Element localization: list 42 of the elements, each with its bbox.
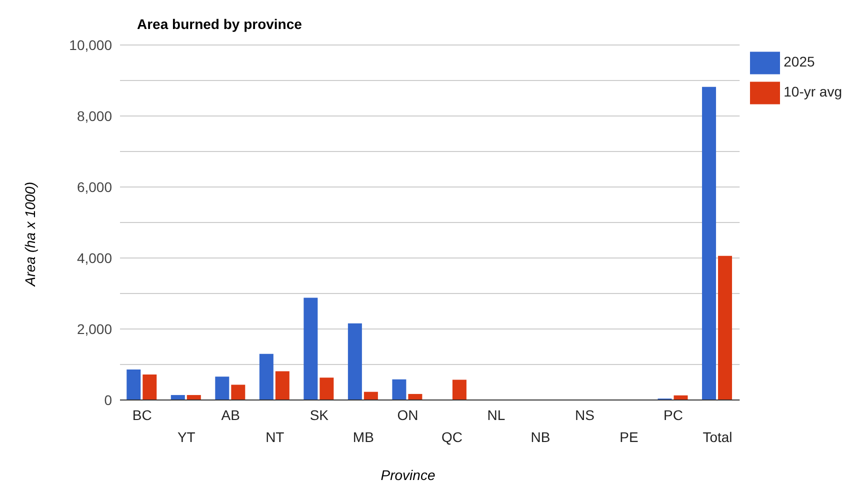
bar — [215, 376, 230, 400]
x-tick-label: QC — [441, 429, 462, 445]
bar — [231, 384, 246, 400]
y-tick-label: 0 — [104, 392, 112, 408]
bar — [702, 86, 716, 400]
bar — [259, 354, 274, 400]
y-tick-label: 8,000 — [76, 108, 112, 124]
bar — [142, 374, 157, 400]
x-tick-label: AB — [221, 407, 240, 423]
y-axis-title: Area (ha x 1000) — [22, 182, 38, 286]
x-tick-label: NT — [266, 429, 285, 445]
x-tick-label: NB — [530, 429, 550, 445]
bar — [275, 371, 290, 400]
bar — [392, 379, 406, 400]
y-tick-label: 10,000 — [69, 36, 112, 53]
bar — [718, 256, 732, 400]
bar — [408, 394, 422, 400]
bar — [364, 392, 378, 400]
x-axis-title: Province — [380, 467, 436, 483]
x-tick-label: YT — [177, 429, 196, 445]
bar — [304, 298, 318, 400]
bar — [452, 380, 466, 400]
bar — [186, 395, 201, 400]
x-tick-label: PC — [664, 407, 683, 423]
bar — [126, 369, 141, 400]
x-tick-label: SK — [310, 407, 330, 423]
x-tick-label: MB — [352, 429, 374, 445]
x-tick-label: Total — [702, 429, 732, 445]
legend-label: 2025 — [784, 54, 815, 70]
bar — [320, 378, 334, 400]
x-tick-label: NL — [487, 407, 506, 423]
x-tick-label: NS — [575, 407, 594, 423]
y-tick-label: 6,000 — [76, 178, 112, 195]
chart-title: Area burned by province — [137, 16, 302, 32]
y-tick-label: 4,000 — [76, 250, 112, 266]
bar — [348, 323, 362, 400]
x-tick-label: BC — [132, 407, 152, 423]
x-tick-label: ON — [397, 407, 418, 423]
legend-label: 10-yr avg — [784, 84, 842, 100]
x-tick-label: PE — [620, 429, 638, 445]
y-tick-label: 2,000 — [76, 320, 112, 337]
bar — [170, 395, 185, 400]
